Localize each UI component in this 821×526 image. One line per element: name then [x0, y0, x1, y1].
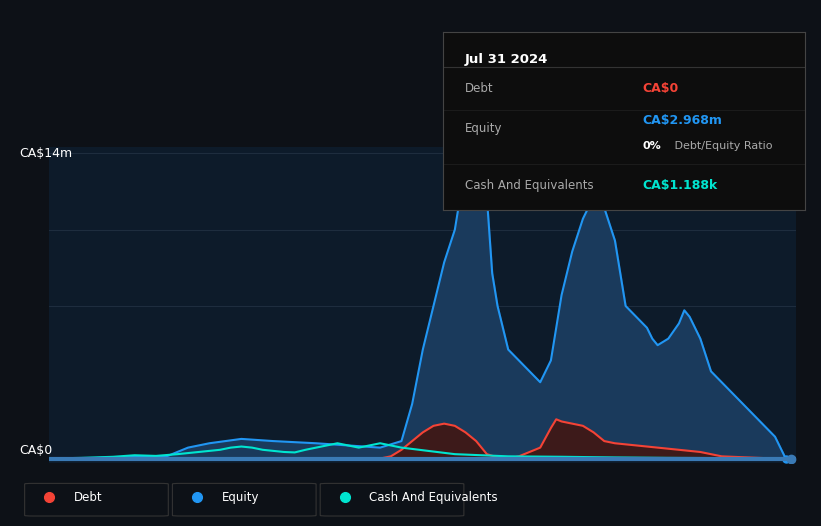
Text: CA$2.968m: CA$2.968m: [642, 115, 722, 127]
Text: Debt: Debt: [465, 82, 493, 95]
Text: Equity: Equity: [222, 491, 259, 503]
Text: Cash And Equivalents: Cash And Equivalents: [369, 491, 498, 503]
Text: Debt/Equity Ratio: Debt/Equity Ratio: [671, 141, 773, 151]
Text: Cash And Equivalents: Cash And Equivalents: [465, 179, 594, 192]
Text: CA$0: CA$0: [642, 82, 678, 95]
Text: CA$1.188k: CA$1.188k: [642, 179, 718, 192]
Text: 0%: 0%: [642, 141, 661, 151]
Text: Debt: Debt: [74, 491, 103, 503]
Text: CA$0: CA$0: [20, 443, 53, 457]
Text: CA$14m: CA$14m: [20, 147, 72, 160]
Text: Equity: Equity: [465, 122, 502, 135]
Text: Jul 31 2024: Jul 31 2024: [465, 53, 548, 66]
